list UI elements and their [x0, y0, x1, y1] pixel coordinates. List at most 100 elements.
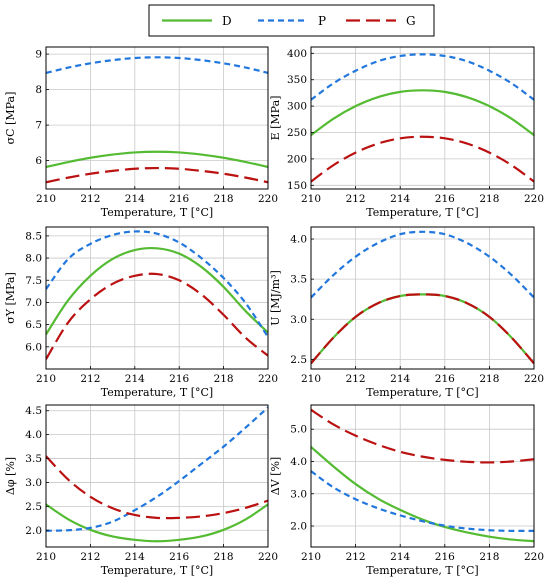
y-tick-label: 2.5: [290, 354, 307, 366]
chart-1: 210 212 214 216 218 220 6 7 8 9 Temperature, T [°C…: [4, 46, 278, 219]
y-axis-label: σY [MPa]: [4, 272, 17, 324]
series-line-p: [311, 470, 534, 533]
legend-label-g: G: [406, 14, 416, 28]
x-tick-label: 214: [390, 373, 410, 385]
grid: [45, 405, 269, 547]
x-axis-label: Temperature, T [°C]: [366, 206, 478, 219]
x-tick-label: 212: [80, 193, 100, 205]
y-tick-label: 8.5: [25, 230, 42, 242]
x-tick-label: 212: [346, 373, 366, 385]
x-tick-label: 210: [36, 373, 56, 385]
x-tick-label: 210: [301, 551, 321, 563]
plot-frame: [45, 226, 269, 370]
plot-frame: [310, 226, 535, 370]
series-line-d: [311, 446, 534, 543]
x-tick-label: 210: [301, 373, 321, 385]
legend-label-d: D: [222, 14, 232, 28]
x-tick-label: 214: [390, 551, 410, 563]
x-tick-label: 220: [258, 373, 278, 385]
x-tick-label: 214: [125, 373, 145, 385]
y-tick-label: 250: [287, 127, 307, 139]
x-tick-label: 220: [258, 551, 278, 563]
y-tick-label: 3.0: [290, 314, 307, 326]
y-tick-label: 4.0: [290, 456, 307, 468]
y-tick-label: 3.0: [290, 488, 307, 500]
x-tick-label: 210: [301, 193, 321, 205]
x-tick-label: 220: [524, 193, 544, 205]
series-group: [46, 406, 268, 543]
x-tick-label: 220: [258, 193, 278, 205]
series-group: [311, 53, 534, 183]
plot-frame: [310, 46, 535, 190]
x-tick-label: 210: [36, 551, 56, 563]
y-tick-label: 2.5: [25, 501, 42, 513]
series-line-d: [46, 503, 268, 543]
y-axis-label: ΔV [%]: [269, 457, 282, 495]
x-tick-label: 216: [435, 193, 455, 205]
y-tick-label: 8.0: [25, 253, 42, 265]
y-tick-label: 9: [35, 49, 42, 61]
x-tick-label: 220: [524, 551, 544, 563]
series-line-g: [311, 293, 534, 365]
y-axis-label: E [MPa]: [269, 96, 282, 141]
series-line-p: [46, 56, 268, 74]
chart-grid: 210 212 214 216 218 220 6 7 8 9 Temperature, T [°C…: [4, 46, 544, 577]
x-tick-label: 216: [435, 373, 455, 385]
legend-label-p: P: [318, 14, 326, 28]
legend: D P G: [148, 4, 435, 37]
y-tick-label: 150: [287, 180, 307, 192]
x-tick-label: 218: [479, 551, 499, 563]
series-line-g: [46, 455, 268, 520]
series-line-p: [46, 406, 268, 532]
y-axis-label: U [MJ/m³]: [269, 270, 282, 326]
x-tick-label: 214: [390, 193, 410, 205]
y-tick-label: 8: [35, 84, 42, 96]
chart-3: 210 212 214 216 218 220 6.0 6.5 7.0 7.5 8.0 8.5 Temp…: [4, 226, 278, 399]
x-tick-label: 212: [80, 551, 100, 563]
series-group: [46, 56, 268, 184]
x-tick-label: 214: [125, 551, 145, 563]
chart-4: 210 212 214 216 218 220 2.5 3.0 3.5 4.0 Temperatur…: [269, 226, 544, 399]
x-axis-label: Temperature, T [°C]: [101, 564, 213, 577]
x-axis-label: Temperature, T [°C]: [366, 386, 478, 399]
grid: [310, 47, 535, 189]
y-tick-label: 6.0: [25, 341, 42, 353]
y-tick-label: 7: [35, 120, 42, 132]
plot-frame: [45, 404, 269, 548]
x-tick-label: 216: [169, 551, 189, 563]
series-line-g: [46, 166, 268, 184]
x-tick-label: 216: [169, 193, 189, 205]
chart-6: 210 212 214 216 218 220 2.0 3.0 4.0 5.0 Temperatur…: [269, 404, 544, 577]
x-axis-label: Temperature, T [°C]: [101, 206, 213, 219]
y-tick-label: 7.5: [25, 275, 42, 287]
chart-2: 210 212 214 216 218 220 150 200 250 300 350 400 Temp…: [269, 46, 544, 219]
y-tick-label: 400: [287, 48, 307, 60]
series-line-d: [46, 150, 268, 169]
y-tick-label: 4.5: [25, 405, 42, 417]
series-group: [311, 230, 534, 365]
x-tick-label: 218: [479, 193, 499, 205]
plot-frame: [310, 404, 535, 548]
chart-5: 210 212 214 216 218 220 2.0 2.5 3.0 3.5 4.0 4.5 Temp…: [4, 404, 278, 577]
y-tick-label: 300: [287, 101, 307, 113]
y-tick-label: 5.0: [290, 424, 307, 436]
y-axis-label: Δφ [%]: [4, 457, 17, 495]
series-line-d: [311, 89, 534, 137]
x-tick-label: 216: [435, 551, 455, 563]
x-tick-label: 212: [346, 193, 366, 205]
x-tick-label: 218: [214, 193, 234, 205]
x-axis-label: Temperature, T [°C]: [366, 564, 478, 577]
x-axis-label: Temperature, T [°C]: [101, 386, 213, 399]
x-tick-label: 214: [125, 193, 145, 205]
y-tick-label: 3.0: [25, 477, 42, 489]
y-tick-label: 2.0: [25, 525, 42, 537]
x-tick-label: 218: [214, 373, 234, 385]
x-tick-label: 218: [214, 551, 234, 563]
x-tick-label: 218: [479, 373, 499, 385]
x-tick-label: 220: [524, 373, 544, 385]
y-tick-label: 6.5: [25, 319, 42, 331]
y-tick-label: 6: [35, 155, 42, 167]
series-group: [46, 230, 268, 360]
